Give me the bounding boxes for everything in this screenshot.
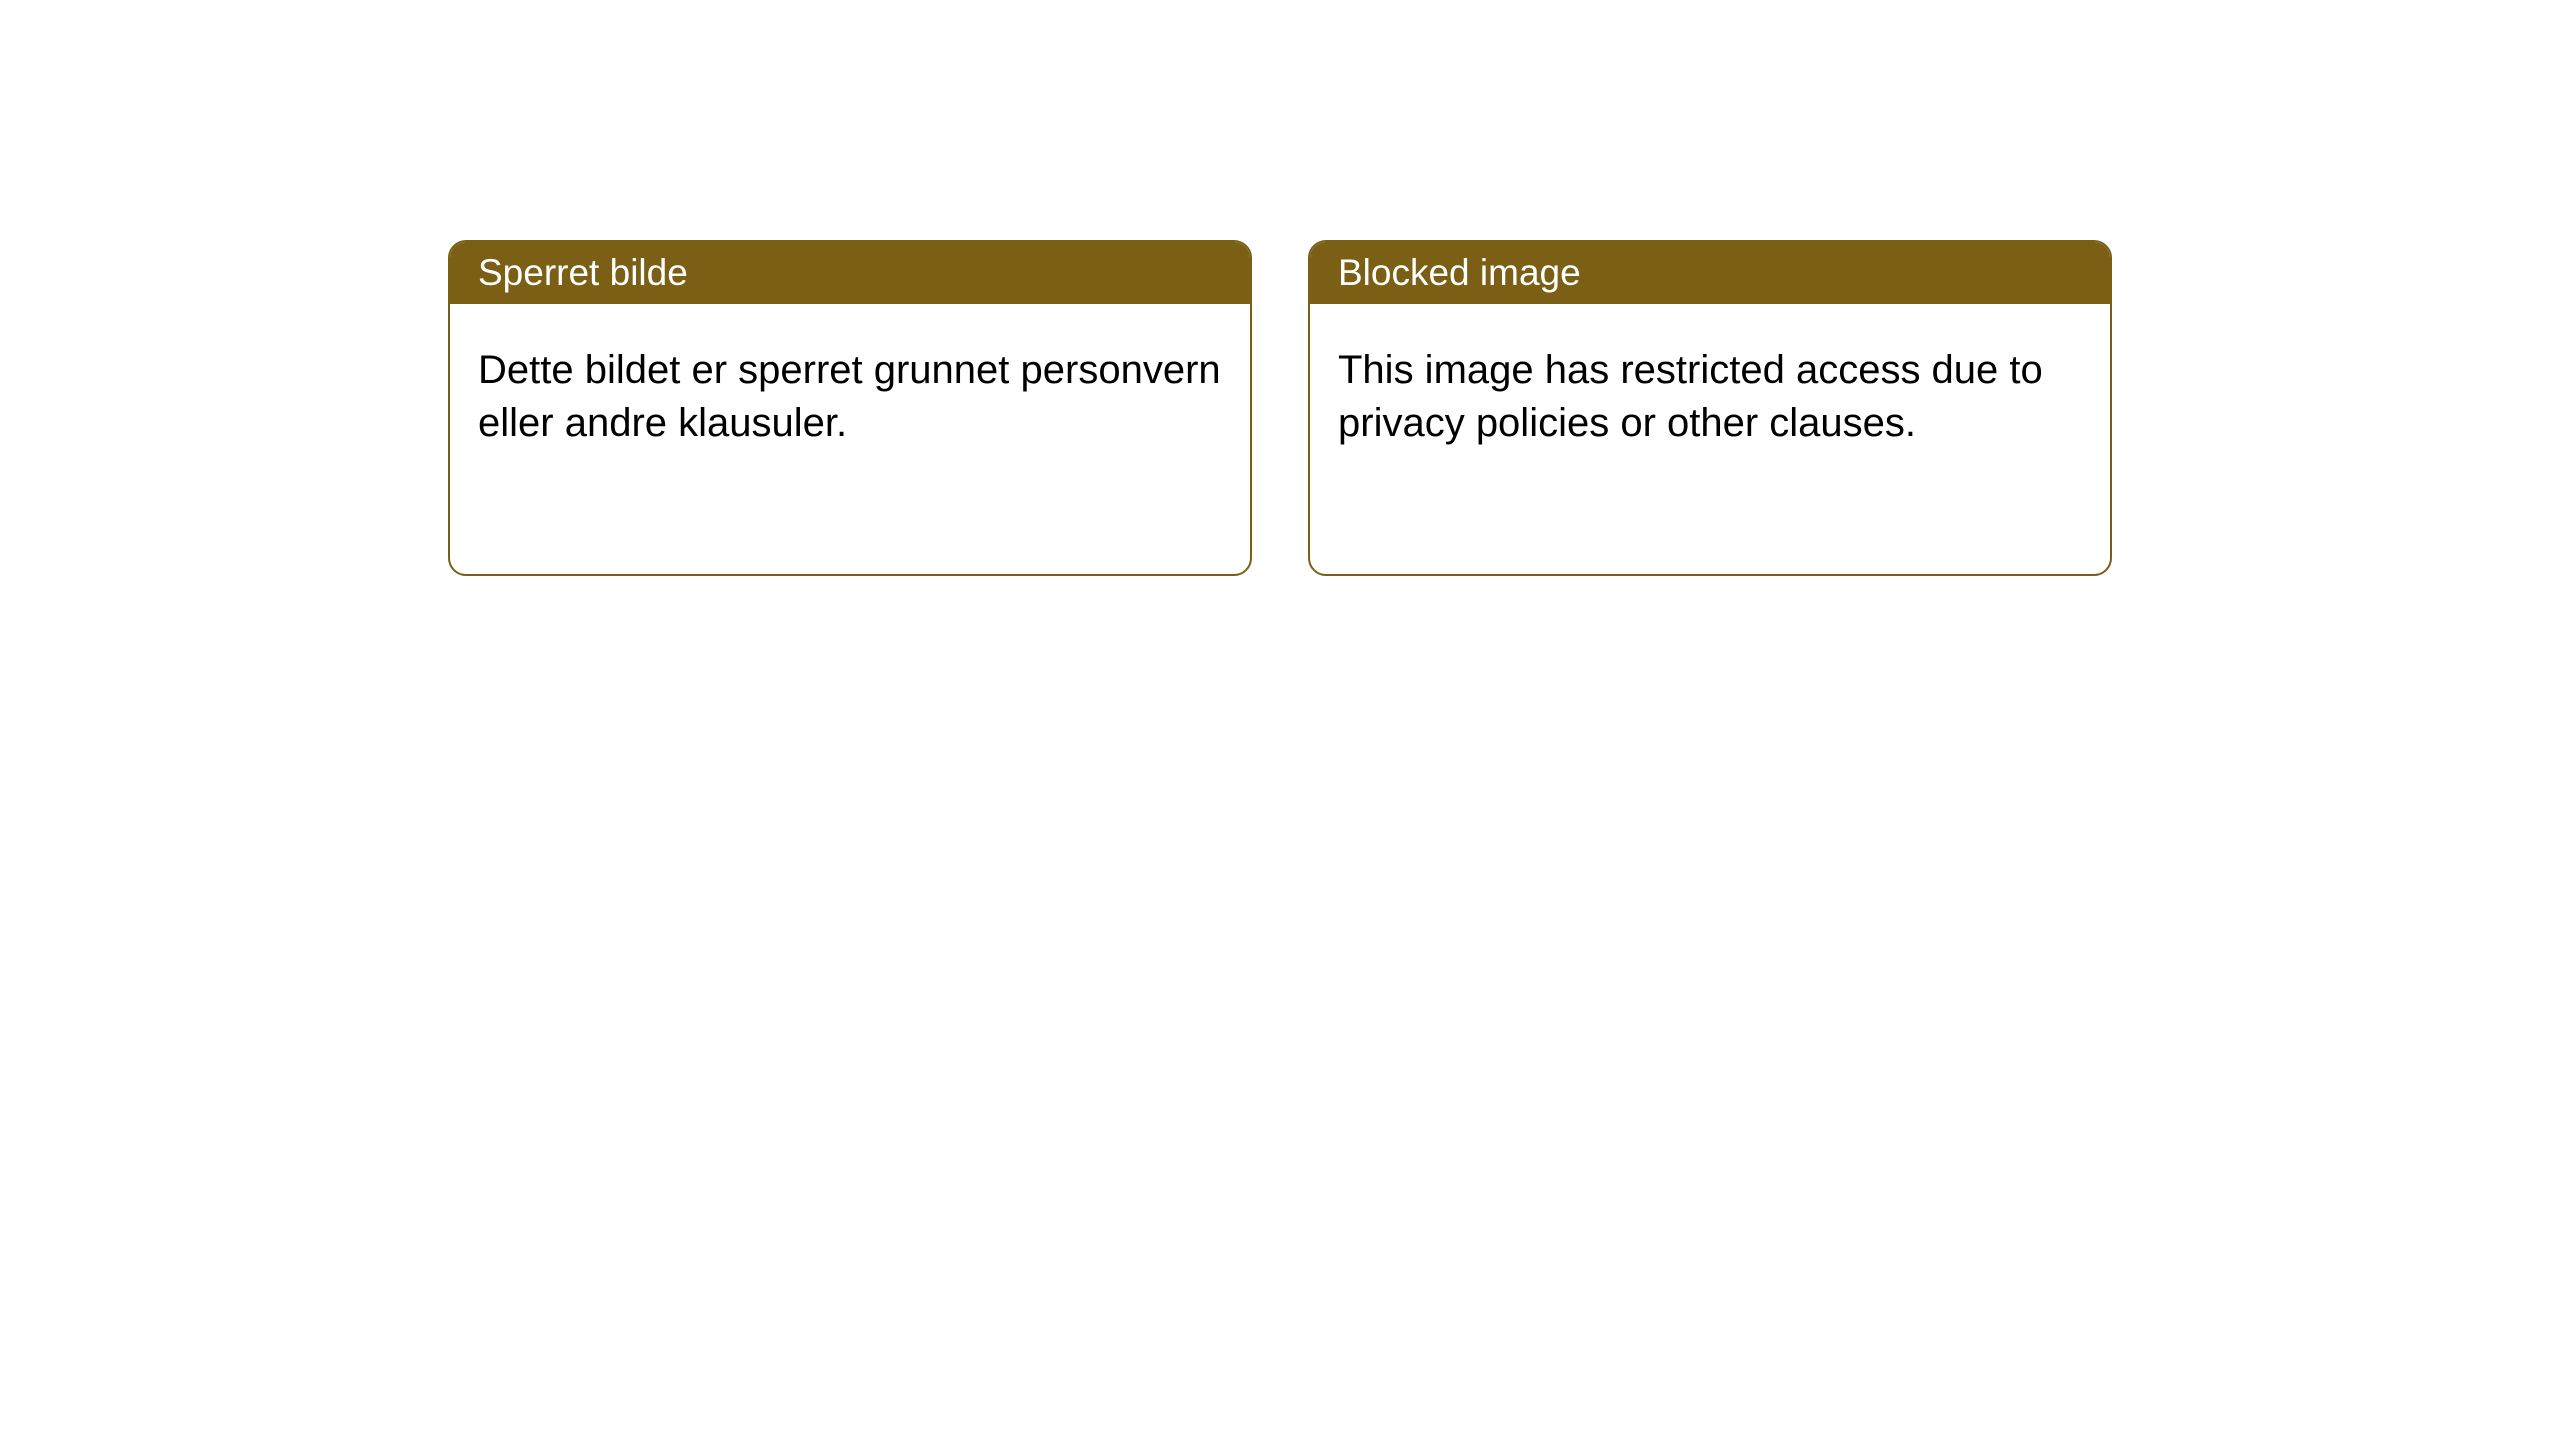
- card-header: Sperret bilde: [450, 242, 1250, 304]
- card-header: Blocked image: [1310, 242, 2110, 304]
- notice-container: Sperret bilde Dette bildet er sperret gr…: [0, 0, 2560, 576]
- card-body-text: Dette bildet er sperret grunnet personve…: [478, 348, 1221, 445]
- notice-card-norwegian: Sperret bilde Dette bildet er sperret gr…: [448, 240, 1252, 576]
- card-body: Dette bildet er sperret grunnet personve…: [450, 304, 1250, 490]
- card-title: Sperret bilde: [478, 252, 688, 293]
- card-body-text: This image has restricted access due to …: [1338, 348, 2043, 445]
- card-title: Blocked image: [1338, 252, 1581, 293]
- notice-card-english: Blocked image This image has restricted …: [1308, 240, 2112, 576]
- card-body: This image has restricted access due to …: [1310, 304, 2110, 490]
